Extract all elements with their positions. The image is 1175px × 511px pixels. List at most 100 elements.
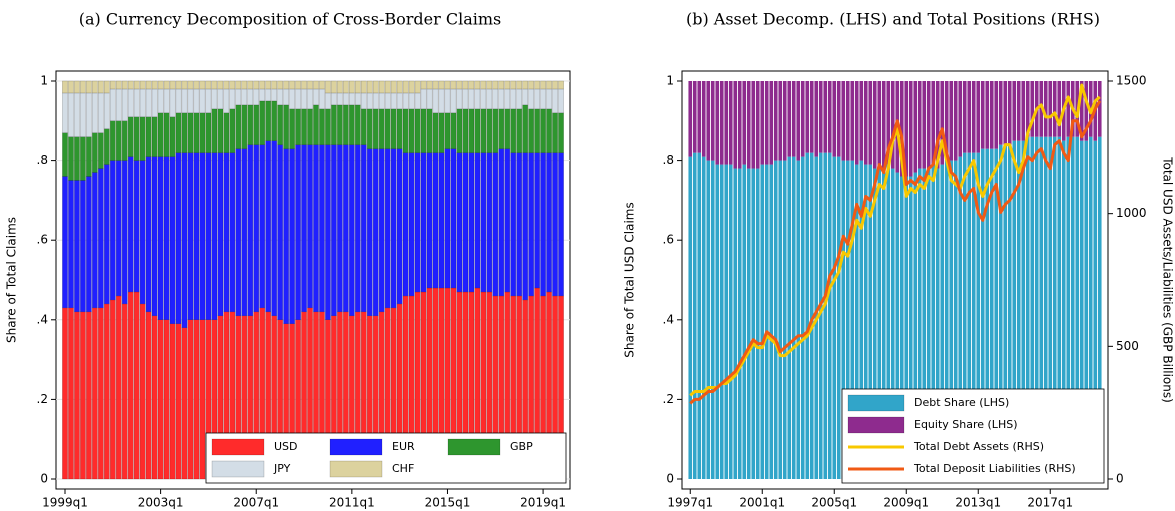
bar-segment [313, 88, 319, 106]
bar-segment [98, 92, 104, 133]
bar-segment [688, 156, 693, 479]
bar-segment [163, 319, 170, 480]
bar-segment [474, 152, 481, 289]
bar-segment [295, 80, 301, 90]
bar-segment [139, 160, 146, 305]
y-axis-title: Share of Total Claims [5, 217, 19, 343]
bar-segment [402, 152, 409, 297]
panel-title: (b) Asset Decomp. (LHS) and Total Positi… [686, 10, 1100, 29]
bar-segment [253, 80, 260, 90]
bar-segment [994, 81, 999, 149]
bar-segment [546, 152, 552, 293]
bar-segment [522, 104, 528, 153]
bar-segment [169, 88, 176, 118]
bar-segment [331, 80, 337, 94]
bar-segment [450, 80, 457, 90]
bar-segment [193, 319, 200, 480]
bar-segment [325, 108, 331, 145]
bar-segment [199, 80, 206, 90]
bar-segment [360, 92, 367, 110]
y2-tick-label: 500 [1116, 339, 1139, 353]
bar-segment [301, 88, 307, 110]
bar-segment [534, 108, 540, 153]
bar-segment [145, 80, 152, 90]
legend-box [205, 432, 567, 484]
bar-segment [92, 172, 98, 309]
bar-segment [546, 88, 552, 110]
bar-segment [755, 81, 760, 169]
bar-segment [791, 81, 796, 157]
bar-segment [115, 295, 122, 480]
bar-segment [558, 88, 564, 114]
bar-segment [319, 108, 325, 145]
bar-segment [277, 80, 283, 90]
bar-segment [127, 156, 134, 293]
bar-segment [787, 81, 792, 157]
bar-segment [967, 81, 972, 153]
bar-segment [922, 81, 927, 169]
bar-segment [92, 307, 98, 480]
bar-segment [103, 128, 110, 165]
bar-segment [354, 80, 361, 94]
bar-segment [528, 152, 534, 297]
bar-segment [510, 88, 517, 110]
bar-segment [958, 81, 963, 157]
bar-segment [74, 311, 80, 480]
bar-segment [181, 80, 188, 90]
bar-segment [62, 132, 68, 177]
bar-segment [80, 311, 86, 480]
bar-segment [782, 160, 787, 479]
bar-segment [396, 92, 403, 110]
bar-segment [706, 160, 711, 479]
bar-segment [295, 144, 301, 320]
bar-segment [751, 81, 756, 169]
bar-segment [217, 80, 224, 90]
bar-segment [187, 152, 194, 321]
bar-segment [1030, 136, 1035, 479]
bar-segment [414, 108, 421, 153]
bar-segment [1075, 136, 1080, 479]
bar-segment [818, 81, 823, 153]
bar-segment [890, 81, 895, 169]
legend-label: JPY [273, 462, 291, 475]
bar-segment [931, 164, 936, 479]
bar-segment [998, 81, 1003, 145]
legend-swatch [847, 416, 905, 434]
bar-segment [92, 92, 98, 133]
bar-segment [121, 303, 128, 480]
bar-segment [343, 92, 349, 106]
bar-segment [396, 80, 403, 94]
bar-segment [199, 319, 206, 480]
bar-segment [998, 144, 1003, 479]
bar-segment [414, 80, 421, 94]
bar-segment [504, 88, 511, 110]
bar-segment [845, 160, 850, 479]
bar-segment [701, 156, 706, 479]
bar-segment [80, 136, 86, 181]
bar-segment [818, 152, 823, 479]
bar-segment [534, 80, 540, 90]
bar-segment [742, 81, 747, 165]
bar-segment [157, 112, 164, 157]
bar-segment [444, 88, 451, 114]
bar-segment [313, 144, 319, 313]
bar-segment [456, 80, 463, 90]
bar-segment [760, 164, 765, 479]
bar-segment [62, 307, 68, 480]
bar-segment [109, 88, 116, 121]
y-axis-title: Share of Total USD Claims [623, 202, 637, 357]
bar-segment [378, 92, 385, 110]
bar-segment [337, 92, 343, 106]
bar-segment [697, 81, 702, 153]
bar-segment [953, 81, 958, 161]
bar-segment [1088, 136, 1093, 479]
bar-segment [854, 164, 859, 479]
bar-segment [396, 148, 403, 305]
bar-segment [139, 80, 146, 90]
bar-segment [307, 88, 313, 110]
bar-segment [325, 80, 331, 94]
bar-segment [528, 88, 534, 110]
bar-segment [372, 92, 379, 110]
bar-segment [1066, 136, 1071, 479]
bar-segment [787, 156, 792, 479]
